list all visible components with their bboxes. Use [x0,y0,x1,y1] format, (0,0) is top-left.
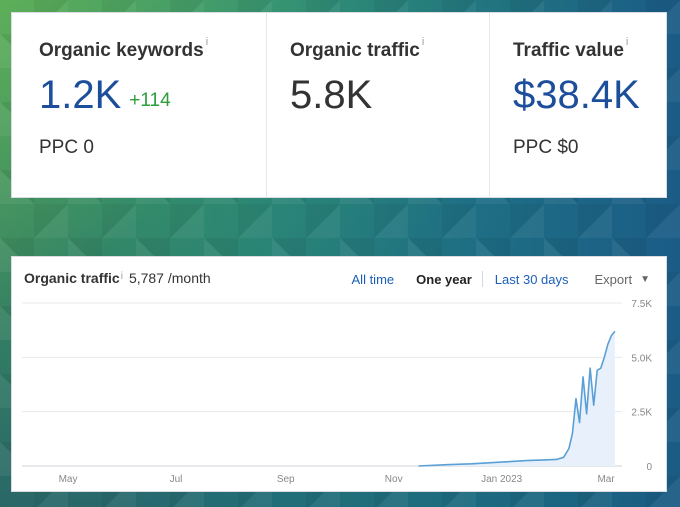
y-tick-label: 5.0K [631,353,652,364]
chart-controls: All time One year Last 30 days Export ▼ [352,271,650,287]
chevron-down-icon[interactable]: ▼ [640,273,650,285]
x-tick-label: May [59,474,78,485]
metric-delta: +114 [129,90,171,111]
metric-ppc: PPC 0 [39,137,94,158]
tab-one-year[interactable]: One year [416,271,472,287]
x-tick-label: Jul [170,474,183,485]
x-tick-label: Sep [277,474,295,485]
metric-value: 1.2K +114 [39,75,171,115]
metric-value: $38.4K [513,73,640,117]
tab-last-30-days[interactable]: Last 30 days [494,271,569,287]
chart-subtitle: 5,787 /month [128,270,211,286]
y-tick-label: 0 [646,462,652,473]
chart-title: Organic traffic [24,270,120,286]
metric-title: Organic keywords i [39,36,208,62]
traffic-chart-card: Organic traffici 5,787 /month All time On… [11,256,667,492]
metric-title: Organic traffic i [290,36,424,62]
chart-header: Organic traffici 5,787 /month [24,270,211,286]
export-button[interactable]: Export [594,271,633,287]
y-tick-label: 7.5K [631,299,652,310]
y-tick-label: 2.5K [631,408,652,419]
x-tick-label: Jan 2023 [481,474,523,485]
metric-organic-keywords[interactable]: Organic keywords i 1.2K +114 PPC 0 [12,13,266,197]
info-icon[interactable]: i [625,36,629,48]
metrics-card: Organic keywords i 1.2K +114 PPC 0 Organic… [11,12,667,198]
traffic-line [418,330,616,467]
x-tick-label: Nov [385,474,403,485]
divider [481,271,483,287]
x-tick-label: Mar [597,474,615,485]
metric-traffic-value[interactable]: Traffic value i $38.4K PPC $0 [489,13,666,197]
metric-organic-traffic[interactable]: Organic traffic i 5.8K [266,13,489,197]
info-icon[interactable]: i [421,36,425,48]
metric-title-text: Organic traffic [290,40,420,61]
tab-all-time[interactable]: All time [351,271,395,287]
info-icon[interactable]: i [205,36,209,48]
metric-ppc: PPC $0 [513,137,579,158]
info-icon[interactable]: i [120,271,123,282]
traffic-chart: 0 2.5K 5.0K 7.5K May Jul Sep Nov Jan 2023 Mar [22,299,652,485]
metric-value-text: 1.2K [39,73,122,117]
metric-title-text: Traffic value [513,40,624,61]
metric-title-text: Organic keywords [39,40,204,61]
traffic-area [418,331,615,466]
metric-value: 5.8K [290,73,373,117]
metric-title: Traffic value i [513,36,628,62]
